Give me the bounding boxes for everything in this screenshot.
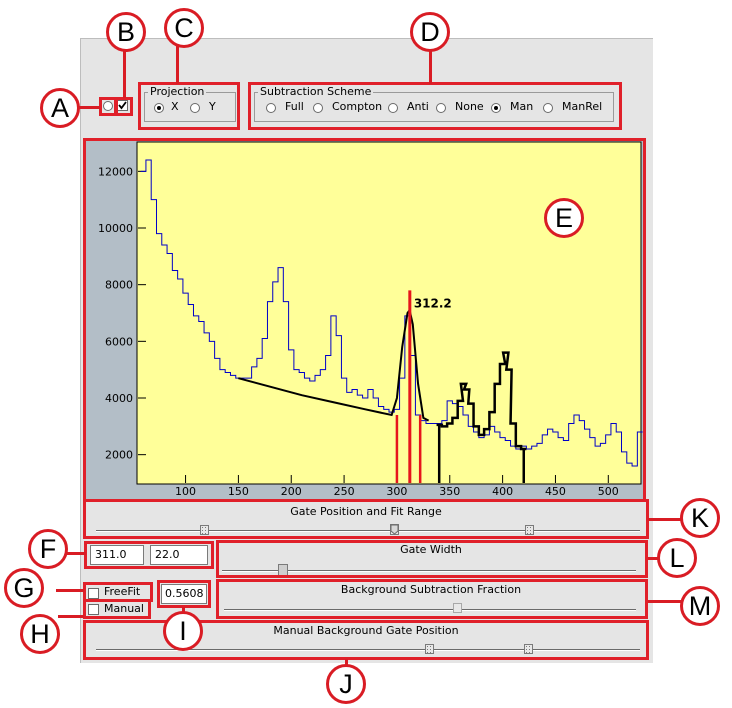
callout-box-i — [157, 580, 211, 608]
freefit-label: FreeFit — [104, 585, 141, 598]
callout-box-h — [83, 599, 151, 619]
callout-m: M — [680, 586, 720, 626]
projection-y-label: Y — [209, 100, 216, 113]
callout-d: D — [410, 12, 450, 52]
background-fraction-thumb[interactable] — [453, 603, 462, 613]
callout-box-l — [216, 540, 648, 578]
y-tick-label: 2000 — [105, 449, 133, 462]
subtraction-title: Subtraction Scheme — [258, 85, 374, 98]
subtraction-full-radio[interactable] — [266, 103, 276, 113]
manual-bkg-high-thumb[interactable] — [524, 644, 533, 654]
freefit-checkbox[interactable] — [88, 588, 99, 599]
background-fraction-label: Background Subtraction Fraction — [340, 583, 522, 596]
leader-a — [78, 106, 100, 109]
leader-b — [123, 48, 126, 98]
leader-k — [648, 518, 682, 521]
callout-i: I — [163, 611, 203, 651]
leader-l — [648, 557, 664, 560]
gate-position-centre-thumb[interactable] — [390, 524, 399, 535]
subtraction-none-label: None — [455, 100, 484, 113]
y-tick-label: 8000 — [105, 279, 133, 292]
projection-y-radio[interactable] — [190, 103, 200, 113]
subtraction-compton-radio[interactable] — [313, 103, 323, 113]
callout-k: K — [680, 498, 720, 538]
callout-a: A — [40, 88, 80, 128]
gate-width-field[interactable]: 22.0 — [150, 545, 208, 565]
x-tick-label: 250 — [334, 485, 355, 498]
callout-f: F — [28, 529, 68, 569]
background-fit-line — [238, 307, 430, 422]
manual-bkg-low-thumb[interactable] — [425, 644, 434, 654]
callout-box-c — [138, 82, 240, 130]
manual-bkg-track[interactable] — [96, 649, 640, 651]
x-tick-label: 200 — [281, 485, 302, 498]
gate-position-field[interactable]: 311.0 — [90, 545, 144, 565]
subtraction-none-radio[interactable] — [436, 103, 446, 113]
callout-g: G — [4, 568, 44, 608]
gate-position-low-thumb[interactable] — [200, 525, 209, 535]
callout-l: L — [657, 538, 697, 578]
gate-markers — [395, 290, 525, 483]
y-tick-label: 6000 — [105, 335, 133, 348]
x-tick-label: 500 — [598, 485, 619, 498]
subtraction-manrel-radio[interactable] — [543, 103, 553, 113]
leader-c — [176, 44, 179, 84]
leader-g — [56, 589, 84, 592]
leader-d — [429, 48, 432, 84]
top-radio[interactable] — [103, 101, 113, 111]
y-tick-label: 4000 — [105, 392, 133, 405]
checkmark-icon — [118, 101, 127, 110]
gate-position-label: Gate Position and Fit Range — [290, 505, 442, 518]
callout-h: H — [20, 614, 60, 654]
callout-box-j — [83, 620, 649, 660]
subtraction-full-label: Full — [285, 100, 304, 113]
y-axis: 12000 10000 8000 6000 4000 2000 — [98, 165, 146, 462]
subtraction-compton-label: Compton — [332, 100, 383, 113]
manual-bkg-label: Manual Background Gate Position — [273, 624, 459, 637]
callout-box-f — [84, 541, 214, 569]
x-axis: 100 150 200 250 300 350 400 450 500 — [175, 475, 619, 498]
x-tick-label: 100 — [175, 485, 196, 498]
peak-centroid-label: 312.2 — [414, 296, 452, 310]
subtraction-anti-radio[interactable] — [388, 103, 398, 113]
callout-j: J — [326, 664, 366, 704]
spectrum-plot[interactable]: 100 150 200 250 300 350 400 450 500 12000 10000 80… — [86, 141, 643, 499]
callout-box-b — [115, 97, 133, 116]
gate-width-label: Gate Width — [400, 543, 462, 556]
subtraction-man-label: Man — [510, 100, 534, 113]
gate-width-track[interactable] — [222, 570, 636, 572]
callout-box-e — [83, 138, 646, 502]
subtraction-frame — [254, 92, 614, 122]
x-tick-label: 150 — [228, 485, 249, 498]
callout-b: B — [106, 12, 146, 52]
manual-checkbox[interactable] — [88, 604, 99, 615]
projection-x-label: X — [171, 100, 179, 113]
x-tick-label: 400 — [492, 485, 513, 498]
x-tick-label: 450 — [545, 485, 566, 498]
x-tick-label: 300 — [386, 485, 407, 498]
leader-h — [58, 615, 84, 618]
projection-title: Projection — [148, 85, 207, 98]
thumb-icon — [390, 524, 399, 535]
gated-region-spectrum — [436, 351, 527, 451]
background-fraction-field[interactable]: 0.5608 — [161, 584, 207, 604]
callout-box-k — [83, 499, 649, 539]
callout-box-d — [248, 82, 622, 130]
callout-c: C — [164, 8, 204, 48]
leader-m — [648, 600, 682, 603]
leader-f — [66, 552, 86, 555]
subtraction-manrel-label: ManRel — [562, 100, 603, 113]
gate-position-high-thumb[interactable] — [525, 525, 534, 535]
y-tick-label: 12000 — [98, 165, 133, 178]
callout-e: E — [544, 198, 584, 238]
background-fraction-track[interactable] — [224, 609, 636, 611]
callout-box-m — [216, 579, 648, 619]
subtraction-man-radio[interactable] — [491, 103, 501, 113]
subtraction-anti-label: Anti — [407, 100, 429, 113]
gate-position-track[interactable] — [96, 530, 640, 532]
y-tick-label: 10000 — [98, 222, 133, 235]
projection-x-radio[interactable] — [154, 103, 164, 113]
x-tick-label: 350 — [439, 485, 460, 498]
manual-label: Manual — [104, 602, 144, 615]
